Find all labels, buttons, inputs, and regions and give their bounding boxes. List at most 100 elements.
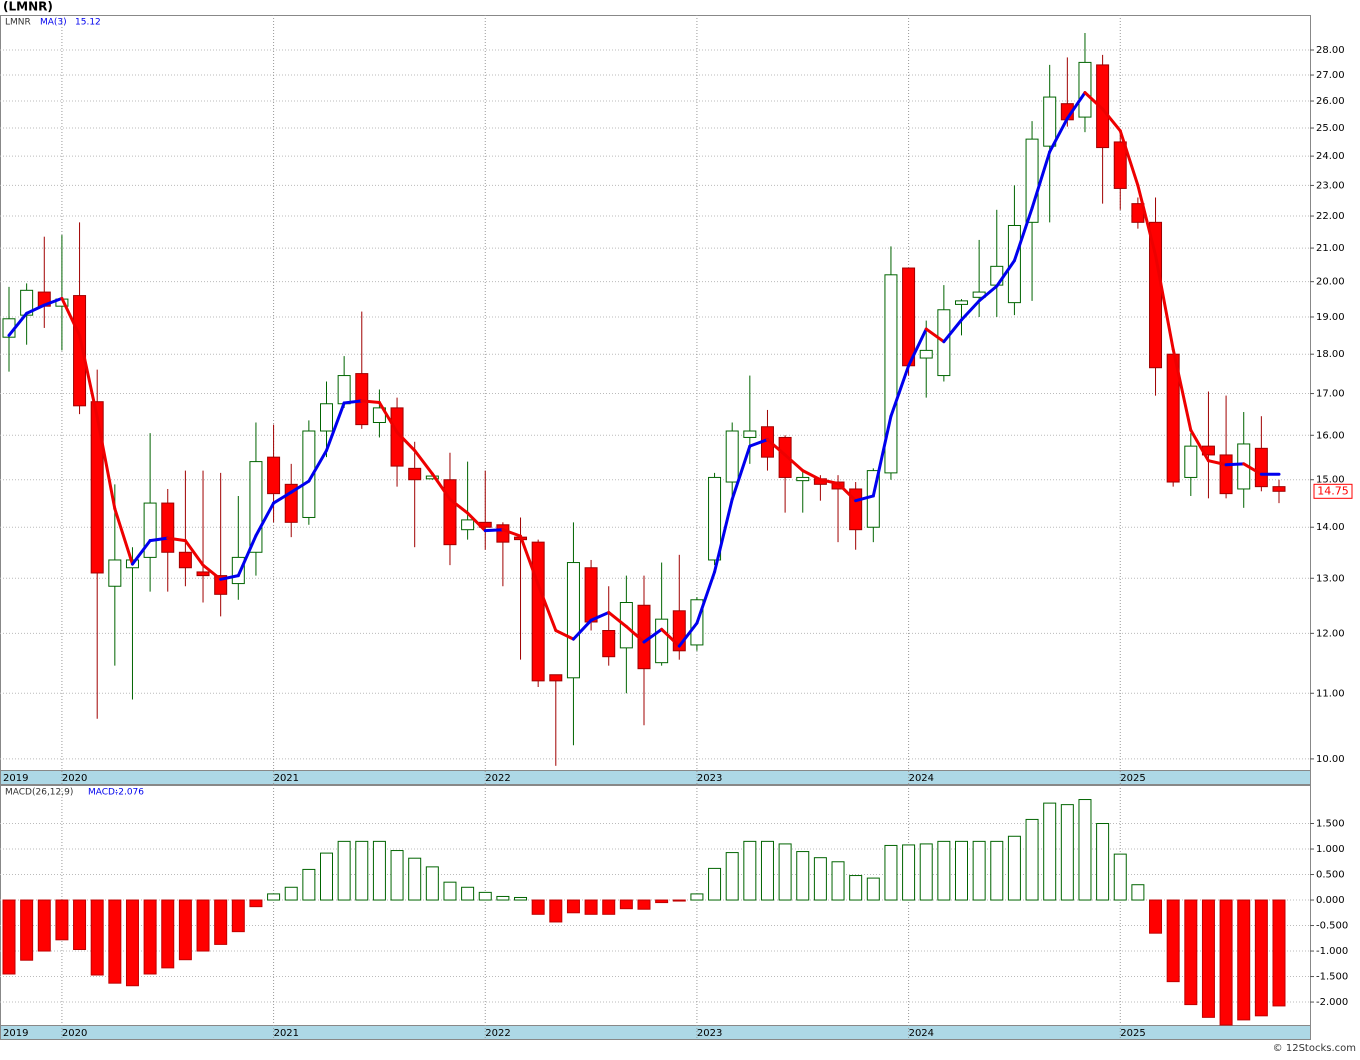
y-tick-label: 1.500: [1316, 819, 1345, 830]
ma-segment: [483, 528, 505, 533]
x-tick-label: 2025: [1120, 1028, 1145, 1039]
macd-bar: [1272, 899, 1286, 1007]
candle-body: [1043, 96, 1057, 147]
y-tick-label: 20.00: [1316, 277, 1345, 288]
x-tick-label: 2023: [697, 1028, 722, 1039]
y-tick-label: 19.00: [1316, 312, 1345, 323]
macd-bar: [267, 893, 281, 901]
macd-bar: [178, 899, 192, 961]
candle-body: [214, 575, 228, 595]
y-tick-label: 27.00: [1316, 70, 1345, 81]
candle-body: [566, 562, 580, 679]
ma-segment: [1171, 347, 1193, 432]
ma-segment: [942, 318, 963, 344]
macd-bar: [249, 899, 263, 908]
macd-bar: [602, 899, 616, 915]
candle-body: [955, 300, 968, 305]
macd-bar: [655, 899, 669, 904]
macd-bar: [1166, 899, 1180, 983]
candle-body: [355, 373, 369, 426]
candle-body: [1272, 486, 1286, 492]
ma-segment: [571, 618, 593, 641]
macd-bar: [1060, 804, 1074, 901]
macd-bar: [425, 866, 439, 901]
macd-bar: [161, 899, 175, 969]
macd-bar: [884, 844, 898, 901]
macd-bar: [566, 899, 580, 914]
candle-body: [584, 567, 598, 623]
y-tick-label: 14.00: [1316, 522, 1345, 533]
ma-segment: [1189, 428, 1210, 463]
macd-bar: [813, 857, 827, 901]
macd-bar: [672, 899, 686, 902]
y-tick-label: 28.00: [1316, 45, 1345, 56]
ma-segment: [201, 563, 223, 581]
footer: © 12Stocks.com: [1273, 1043, 1356, 1054]
ma-segment: [801, 469, 822, 482]
ma-last-value: 15.12: [75, 18, 101, 28]
y-tick-label: 11.00: [1316, 688, 1345, 699]
y-tick-label: 15.00: [1316, 475, 1345, 486]
macd-bar: [443, 881, 457, 901]
price-date-band: [0, 770, 1311, 785]
ma-segment: [589, 610, 611, 622]
y-tick-label: 12.00: [1316, 628, 1345, 639]
macd-bar: [972, 840, 986, 901]
ma-segment: [430, 472, 452, 501]
candle-body: [178, 551, 192, 569]
macd-bar: [37, 899, 51, 952]
candle-body: [796, 476, 810, 482]
last-price-box: [1313, 483, 1353, 499]
macd-bar: [496, 895, 510, 901]
y-tick-label: 18.00: [1316, 349, 1345, 360]
candle-body: [1219, 454, 1233, 495]
macd-bar: [1254, 899, 1268, 1017]
y-tick-label: 24.00: [1316, 151, 1345, 162]
macd-bar: [1184, 899, 1198, 1006]
ma-segment: [413, 449, 434, 476]
macd-bar: [2, 899, 16, 975]
macd-bar: [849, 875, 863, 901]
macd-bar: [1237, 899, 1251, 1021]
macd-bar: [1078, 799, 1092, 901]
candle-body: [708, 476, 722, 561]
ma-segment: [183, 539, 205, 567]
candle-body: [267, 456, 281, 495]
x-tick-label: 2024: [909, 1028, 934, 1039]
macd-bar: [637, 899, 651, 910]
candle-body: [725, 430, 739, 483]
ma-segment: [1048, 116, 1069, 154]
macd-bar: [531, 899, 545, 915]
candle-body: [531, 541, 545, 682]
ma-segment: [519, 534, 540, 587]
x-tick-label: 2020: [62, 773, 87, 784]
macd-bar: [1201, 899, 1215, 1018]
candle-body: [1096, 64, 1110, 149]
ma-segment: [854, 494, 875, 503]
macd-bar: [690, 893, 704, 901]
ma-segment: [130, 539, 152, 566]
ma-segment: [554, 629, 575, 641]
ma-segment: [836, 481, 858, 503]
x-tick-label: 2023: [697, 773, 722, 784]
ma-segment: [730, 444, 752, 501]
ma-segment: [536, 583, 558, 633]
macd-bar: [143, 899, 157, 975]
y-tick-label: 16.00: [1316, 430, 1345, 441]
candle-body: [496, 524, 510, 543]
macd-bar: [743, 840, 757, 901]
candle-body: [108, 559, 122, 587]
x-tick-label: 2024: [909, 773, 934, 784]
candle-body: [73, 295, 87, 407]
y-tick-label: 23.00: [1316, 180, 1345, 191]
macd-bar: [320, 852, 333, 901]
macd-bar: [708, 867, 722, 901]
candle-body: [196, 571, 210, 577]
macd-bar: [90, 899, 104, 976]
ma-segment: [907, 327, 928, 368]
candle-body: [902, 267, 916, 367]
x-tick-label: 2019: [3, 1028, 28, 1039]
candle-body: [443, 479, 457, 546]
macd-bar: [125, 899, 139, 987]
